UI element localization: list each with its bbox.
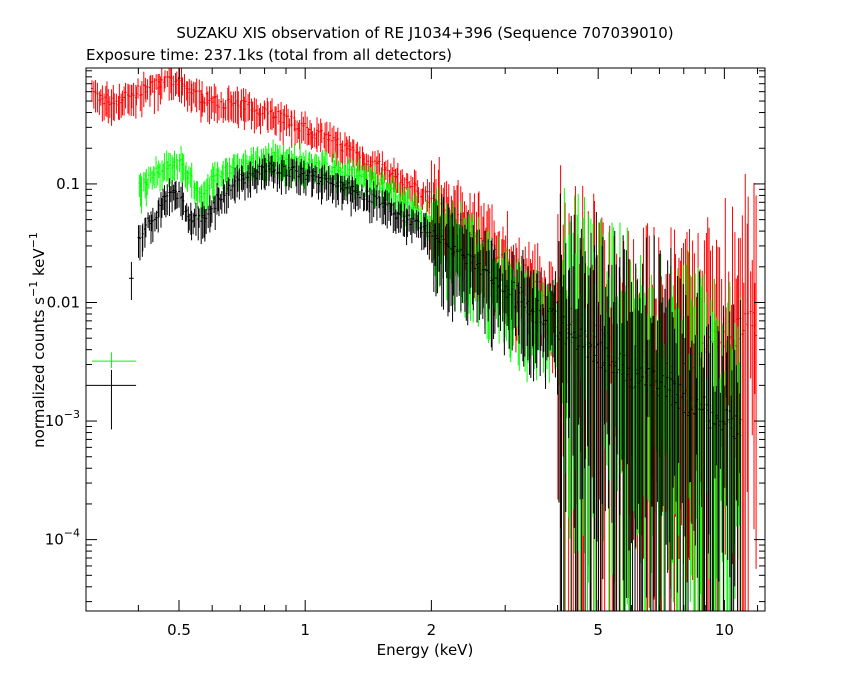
plot-frame	[85, 67, 766, 612]
y-tick-label: 10−4	[45, 527, 80, 549]
data-layer	[90, 68, 758, 611]
y-tick-base: 10	[45, 531, 64, 549]
y-axis-label-prefix: normalized counts s	[30, 297, 48, 448]
y-axis-label-mid: keV	[30, 248, 48, 281]
x-tick-label: 0.5	[167, 621, 191, 639]
y-tick-exponent: −4	[64, 527, 80, 540]
chart-title: SUZAKU XIS observation of RE J1034+396 (…	[176, 24, 673, 42]
y-tick-label: 0.01	[47, 293, 80, 311]
y-axis-label-exp2: −1	[27, 232, 40, 248]
y-axis-label-exp1: −1	[27, 281, 40, 297]
y-axis-label: normalized counts s−1 keV−1	[27, 232, 48, 448]
x-tick-label: 5	[593, 621, 603, 639]
series-3	[91, 153, 742, 611]
y-tick-base: 10	[45, 412, 64, 430]
y-tick-exponent: −3	[64, 408, 80, 421]
x-tick-label: 2	[427, 621, 437, 639]
chart-subtitle: Exposure time: 237.1ks (total from all d…	[86, 46, 452, 64]
x-tick-label: 1	[300, 621, 310, 639]
y-tick-label: 0.1	[56, 175, 80, 193]
x-axis-label: Energy (keV)	[377, 641, 474, 659]
y-tick-label: 10−3	[45, 408, 80, 430]
x-tick-label: 10	[715, 621, 734, 639]
